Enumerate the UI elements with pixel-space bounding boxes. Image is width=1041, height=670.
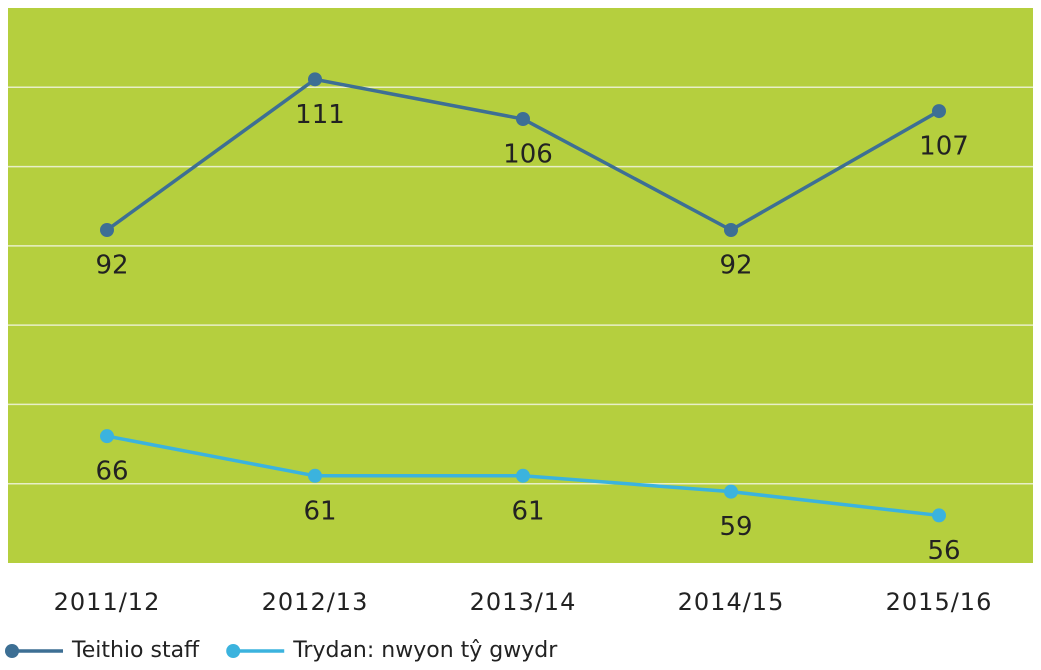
data-label: 92 (719, 251, 752, 281)
data-point (724, 223, 738, 237)
x-tick-label: 2015/16 (886, 588, 993, 616)
x-tick-label: 2014/15 (678, 588, 785, 616)
x-tick-label: 2012/13 (262, 588, 369, 616)
data-label: 59 (719, 512, 752, 542)
legend-label: Trydan: nwyon tŷ gwydr (292, 638, 558, 663)
data-point (932, 104, 946, 119)
legend-label: Teithio staff (71, 638, 200, 663)
data-label: 66 (95, 457, 128, 487)
legend-marker (226, 644, 241, 658)
data-label: 111 (295, 100, 345, 130)
data-label: 61 (303, 496, 336, 526)
data-label: 106 (503, 140, 553, 170)
x-tick-label: 2013/14 (470, 588, 577, 616)
data-point (100, 429, 114, 444)
data-point (308, 72, 322, 87)
data-point (308, 468, 322, 483)
data-point (516, 112, 530, 126)
data-label: 92 (95, 251, 128, 281)
data-point (516, 468, 530, 483)
x-tick-label: 2011/12 (54, 588, 161, 616)
data-label: 61 (511, 496, 544, 526)
data-point (932, 508, 946, 523)
data-point (100, 223, 114, 237)
legend-marker (5, 644, 19, 658)
data-label: 56 (927, 536, 960, 566)
data-point (724, 484, 738, 499)
data-label: 107 (919, 132, 969, 162)
